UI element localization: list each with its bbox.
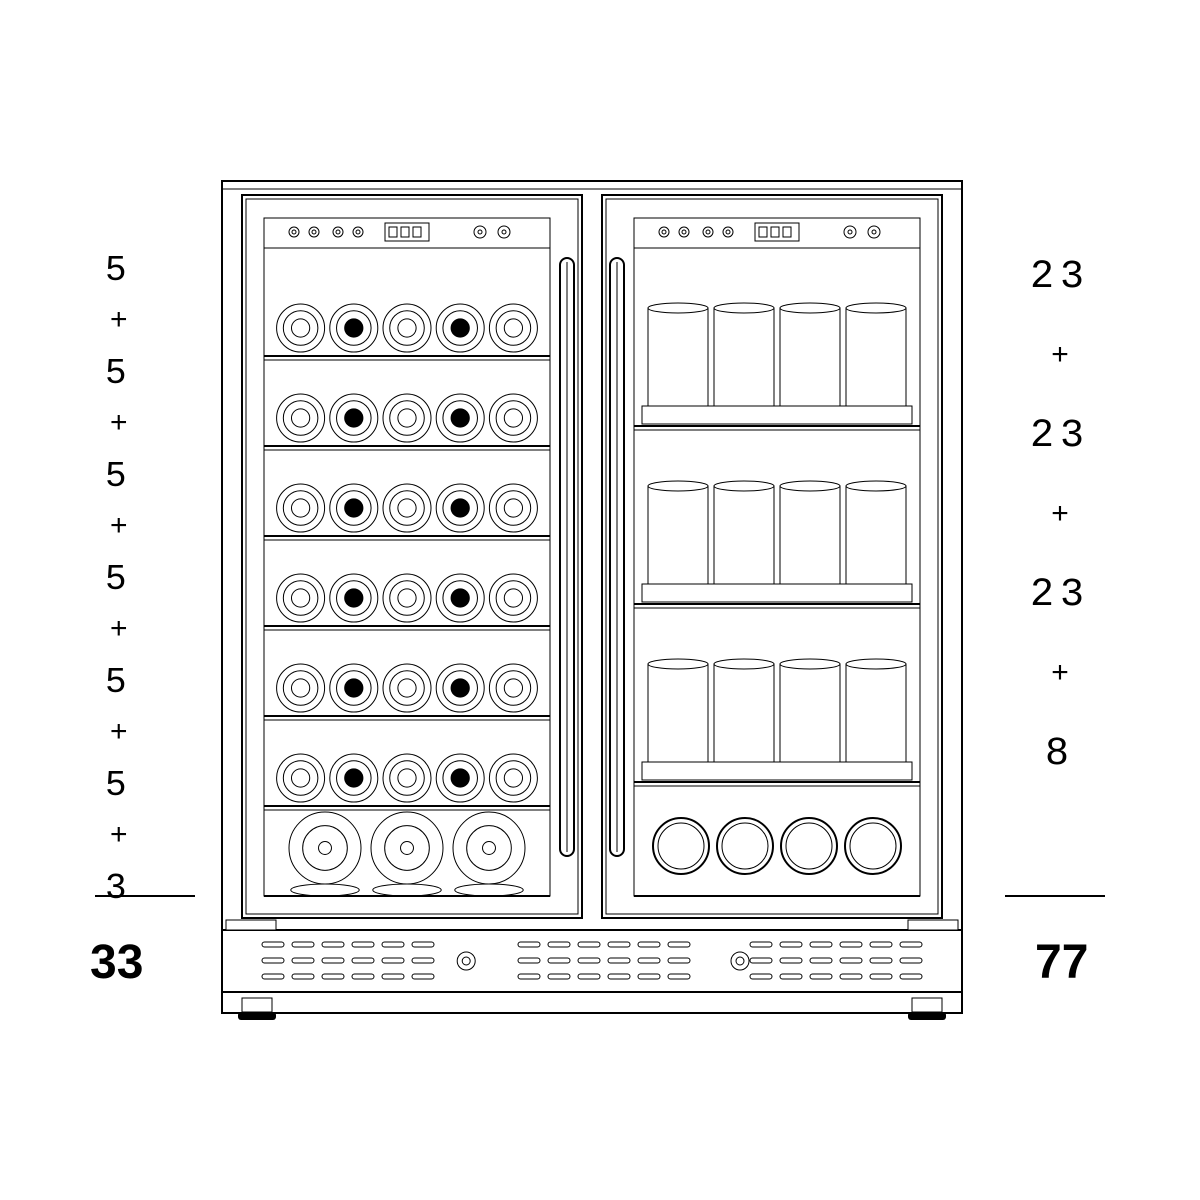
fridge-diagram — [0, 0, 1200, 1200]
